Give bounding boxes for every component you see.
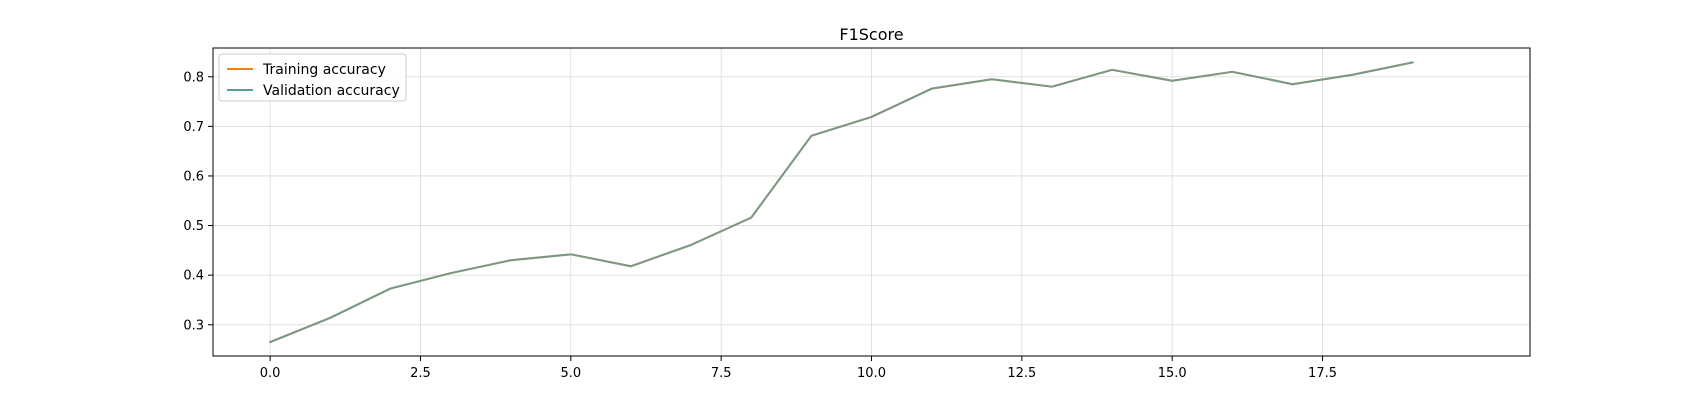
legend-label: Validation accuracy: [263, 83, 400, 99]
legend-label: Training accuracy: [262, 62, 386, 78]
series-layer: [269, 61, 1414, 344]
y-tick-label: 0.8: [183, 70, 204, 85]
x-tick-label: 5.0: [560, 366, 581, 381]
chart-title: F1Score: [839, 25, 903, 44]
y-tick-label: 0.5: [183, 219, 204, 234]
x-tick-label: 17.5: [1308, 366, 1337, 381]
series-line-validation-accuracy: [269, 61, 1414, 344]
legend-box: [218, 53, 407, 102]
x-axis: 0.0 2.5 5.0 7.5 10.0 12.5 15.0 17.5: [260, 356, 1337, 381]
y-axis: 0.3 0.4 0.5 0.6 0.7 0.8: [183, 70, 213, 333]
y-tick-label: 0.7: [183, 120, 204, 135]
x-tick-label: 2.5: [410, 366, 431, 381]
y-tick-label: 0.6: [183, 169, 204, 184]
x-tick-label: 15.0: [1158, 366, 1187, 381]
grid-layer: [213, 48, 1530, 356]
x-tick-label: 7.5: [711, 366, 732, 381]
legend: Training accuracy Validation accuracy: [218, 53, 407, 102]
y-tick-label: 0.4: [183, 269, 204, 284]
x-tick-label: 12.5: [1007, 366, 1036, 381]
x-tick-label: 10.0: [857, 366, 886, 381]
x-tick-label: 0.0: [260, 366, 281, 381]
y-tick-label: 0.3: [183, 318, 204, 333]
